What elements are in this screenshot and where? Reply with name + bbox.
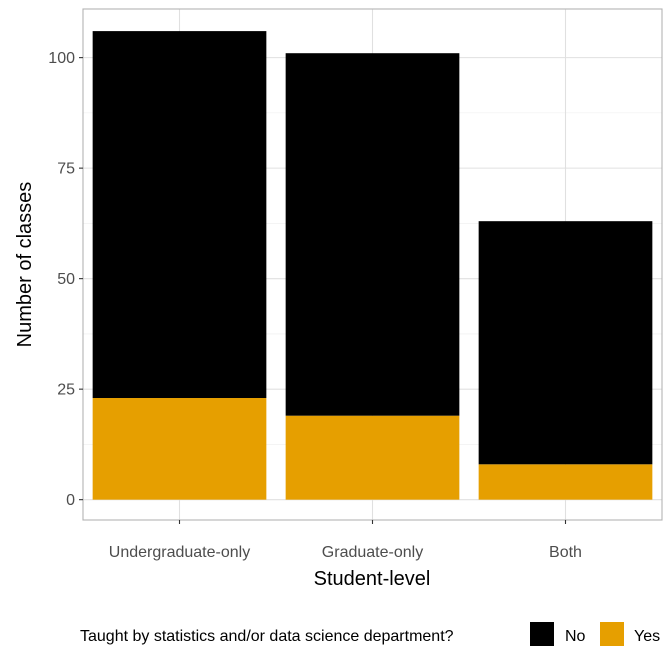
bar-yes-graduate-only [285, 415, 460, 500]
legend-key-yes [600, 622, 624, 646]
bar-no-graduate-only [285, 53, 460, 416]
legend-key-no [530, 622, 554, 646]
y-tick-label: 0 [66, 492, 75, 509]
x-axis: Undergraduate-only Graduate-only Both [109, 520, 582, 561]
y-tick-label: 50 [57, 271, 75, 288]
x-tick-label: Both [549, 544, 582, 561]
y-axis-title: Number of classes [14, 182, 36, 348]
x-tick-label: Graduate-only [322, 544, 423, 561]
bar-yes-undergraduate-only [92, 397, 267, 500]
bar-no-both [478, 221, 653, 465]
y-tick-label: 25 [57, 382, 75, 399]
bars [92, 31, 653, 500]
bar-yes-both [478, 464, 653, 500]
bar-no-undergraduate-only [92, 31, 267, 398]
legend: Taught by statistics and/or data science… [80, 622, 660, 646]
y-axis: 0 25 50 75 100 [48, 50, 83, 509]
y-tick-label: 75 [57, 161, 75, 178]
y-tick-label: 100 [48, 50, 75, 67]
x-tick-label: Undergraduate-only [109, 544, 250, 561]
x-axis-title: Student-level [314, 568, 431, 590]
legend-label-no: No [565, 628, 586, 645]
legend-title: Taught by statistics and/or data science… [80, 628, 454, 645]
legend-label-yes: Yes [634, 628, 660, 645]
